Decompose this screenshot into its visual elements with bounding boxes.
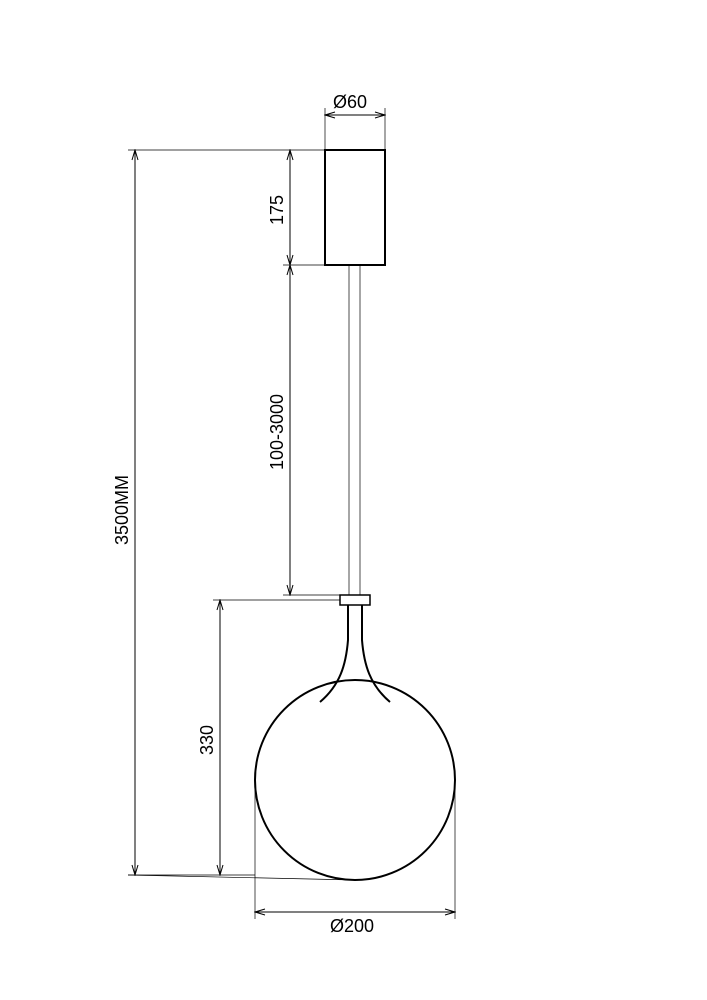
dim-canopy-diameter: Ø60: [325, 92, 385, 115]
extension-lines: [128, 108, 455, 919]
dim-globe-diameter-label: Ø200: [330, 916, 374, 936]
lamp-neck: [320, 605, 390, 702]
globe-outline: [255, 680, 455, 880]
dim-lamp-height: 330: [197, 600, 220, 875]
dim-lamp-height-label: 330: [197, 725, 217, 755]
technical-drawing: Ø60 175 100-3000 330 3500MM Ø200: [0, 0, 707, 1000]
fitting: [340, 595, 370, 605]
dim-globe-diameter: Ø200: [255, 912, 455, 936]
dim-canopy-height-label: 175: [267, 195, 287, 225]
dim-overall-height: 3500MM: [112, 150, 135, 875]
dim-canopy-height: 175: [267, 150, 290, 265]
dim-cable-length-label: 100-3000: [267, 394, 287, 470]
cable: [349, 265, 360, 595]
dim-cable-length: 100-3000: [267, 265, 290, 595]
canopy-outline: [325, 150, 385, 265]
dim-overall-height-label: 3500MM: [112, 475, 132, 545]
dim-canopy-diameter-label: Ø60: [333, 92, 367, 112]
